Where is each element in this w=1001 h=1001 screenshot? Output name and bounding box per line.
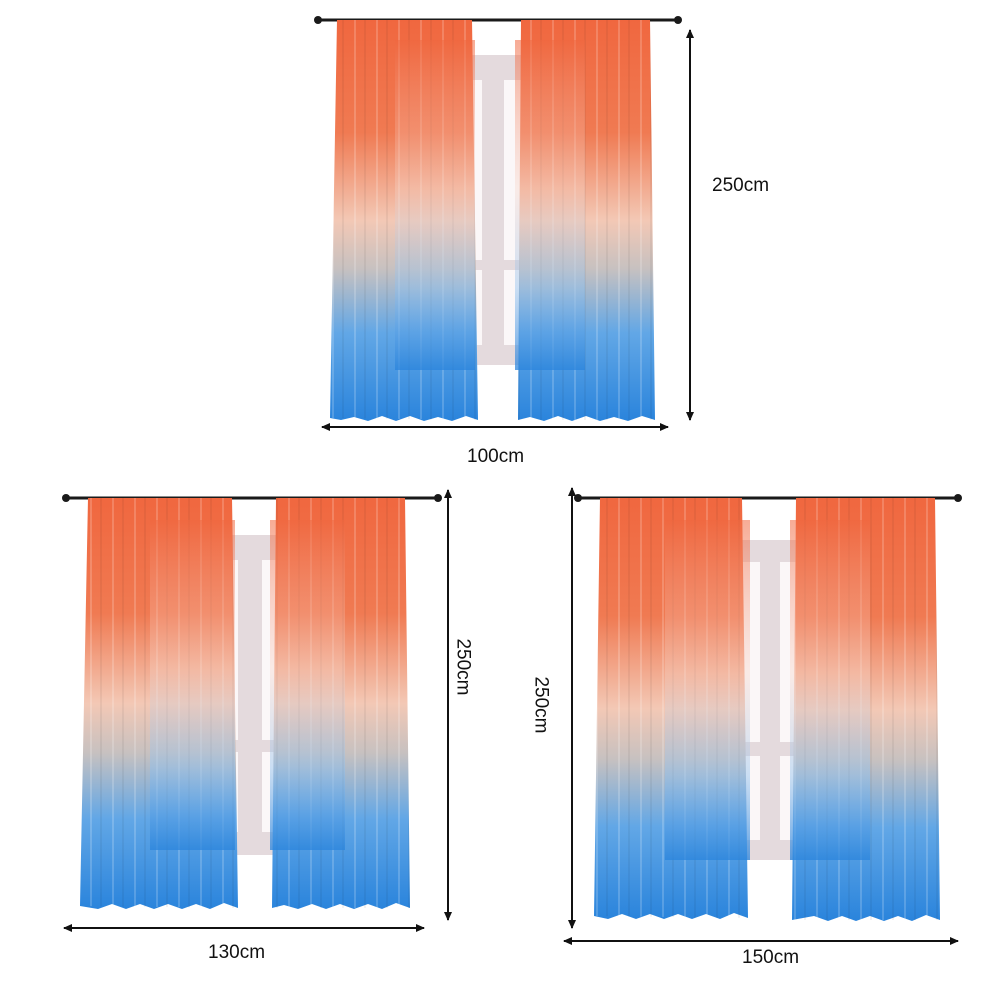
width-label-130: 130cm bbox=[208, 942, 266, 963]
width-label-150: 150cm bbox=[742, 947, 800, 968]
curtain-panel-150 bbox=[563, 487, 962, 945]
height-label-150: 250cm bbox=[530, 676, 552, 734]
curtain-panel-130 bbox=[62, 489, 452, 932]
height-label-100: 250cm bbox=[712, 175, 770, 196]
width-label-100: 100cm bbox=[467, 446, 525, 467]
height-label-130: 250cm bbox=[452, 638, 474, 696]
curtain-panel-100 bbox=[314, 16, 694, 431]
